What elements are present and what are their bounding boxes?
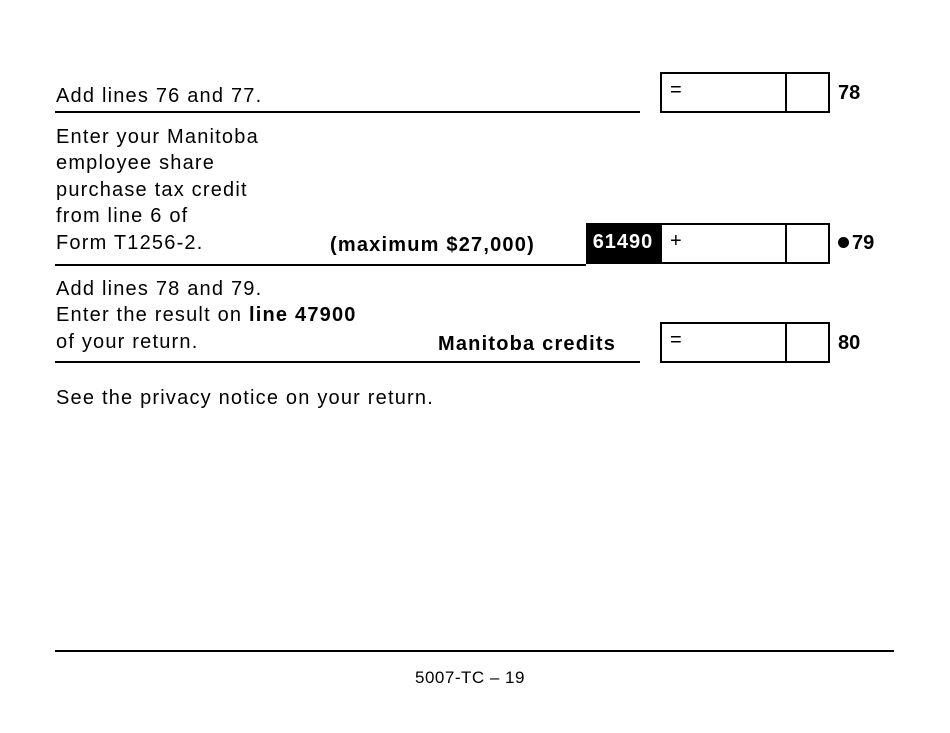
line-80-instruction-1: Add lines 78 and 79.: [56, 278, 263, 300]
line-78-instruction: Add lines 76 and 77.: [56, 85, 263, 107]
cents-divider: [785, 74, 787, 111]
line-47900-reference: line 47900: [248, 304, 357, 326]
line-80-instruction-2: Enter the result on line 47900: [56, 302, 357, 329]
line-80-amount-field[interactable]: =: [660, 322, 830, 363]
line-79-number-text: 79: [852, 232, 875, 254]
line-79-instruction-2: employee share: [56, 152, 216, 174]
line-78-number: 78: [838, 82, 861, 104]
line-79-instruction-5: Form T1256-2.: [56, 232, 204, 254]
manitoba-credits-label: Manitoba credits: [438, 333, 617, 355]
footer-rule: [55, 650, 894, 652]
cents-divider: [785, 225, 787, 262]
line-79-amount-field[interactable]: +: [660, 223, 830, 264]
line-79-code: 61490: [586, 223, 660, 264]
bullet-icon: [838, 237, 849, 248]
line-78-amount-field[interactable]: =: [660, 72, 830, 113]
line-80-instruction-3: of your return.: [56, 331, 199, 353]
line-79-maximum-note: (maximum $27,000): [330, 234, 535, 256]
line-79-instruction-4: from line 6 of: [56, 205, 189, 227]
divider: [55, 361, 640, 363]
equals-sign: =: [670, 79, 682, 101]
plus-sign: +: [670, 230, 682, 252]
line-79-instruction-1: Enter your Manitoba: [56, 126, 259, 148]
divider: [55, 264, 586, 266]
equals-sign: =: [670, 329, 682, 351]
page-footer: 5007-TC – 19: [415, 668, 525, 687]
privacy-notice: See the privacy notice on your return.: [56, 387, 435, 409]
line-80-number: 80: [838, 332, 861, 354]
line-80-instruction-text: Enter the result on: [56, 304, 249, 326]
cents-divider: [785, 324, 787, 361]
line-79-number: 79: [838, 232, 874, 255]
divider: [55, 111, 640, 113]
line-79-instruction-3: purchase tax credit: [56, 179, 248, 201]
